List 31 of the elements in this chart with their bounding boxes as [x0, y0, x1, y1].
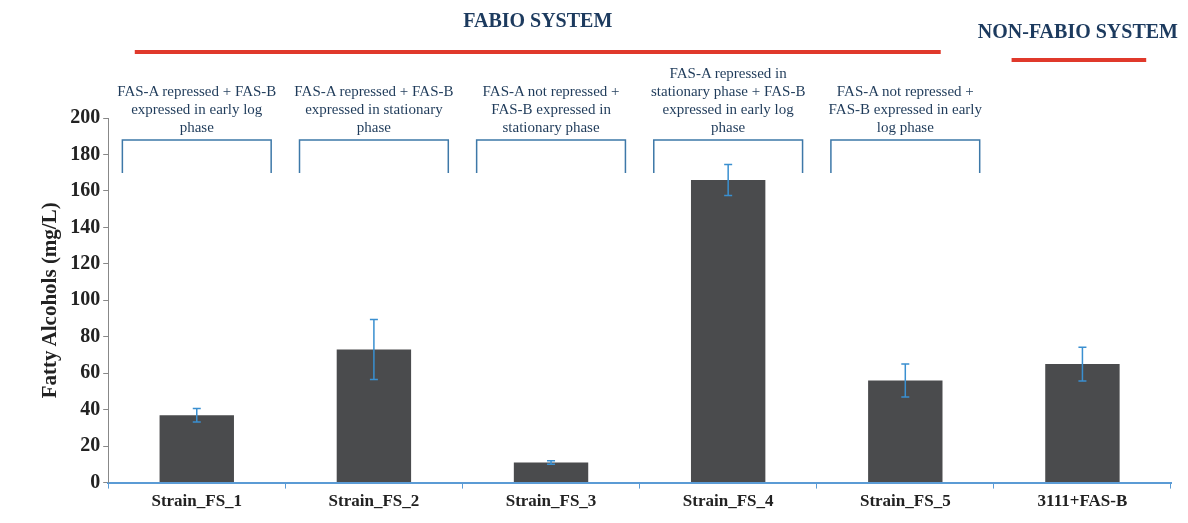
y-tick-label: 0 [90, 469, 101, 492]
x-tick-label: Strain_FS_4 [682, 491, 774, 511]
y-tick-label: 140 [70, 214, 101, 237]
annotation: FAS-A not repressed + FAS-B expressed in stationary phase [482, 83, 620, 135]
annotation: FAS-A repressed + FAS-B expressed in early log phase [117, 83, 277, 135]
y-axis-title: Fatty Alcohols (mg/L) [37, 202, 62, 399]
y-tick-label: 100 [70, 287, 101, 310]
bar [690, 179, 766, 483]
annotation: FAS-A not repressed + FAS-B expressed in early log phase [828, 83, 983, 135]
x-tick-label: Strain_FS_5 [859, 491, 951, 511]
y-tick-label: 60 [80, 360, 101, 383]
bar [1045, 364, 1120, 483]
y-tick-label: 40 [80, 396, 101, 419]
text: FABIO SYSTEM [463, 9, 613, 32]
text: NON-FABIO SYSTEM [977, 20, 1179, 43]
y-tick-label: 20 [80, 433, 101, 456]
bar [336, 349, 412, 483]
y-tick-label: 180 [70, 141, 101, 164]
x-tick-label: Strain_FS_1 [151, 491, 243, 511]
annotation: FAS-A repressed + FAS-B expressed in stationary phase [294, 83, 454, 135]
y-tick-label: 200 [70, 105, 101, 128]
bar [159, 415, 234, 483]
x-tick-label: Strain_FS_3 [505, 491, 597, 511]
bar [513, 462, 589, 483]
bar [868, 380, 943, 483]
y-tick-label: 120 [70, 251, 101, 274]
y-tick-label: 80 [80, 323, 101, 346]
y-tick-label: 160 [70, 178, 101, 201]
x-tick-label: 3111+FAS-B [1037, 491, 1128, 511]
annotation: FAS-A repressed in stationary phase + FAS-B expressed in early log phase [650, 65, 806, 135]
x-tick-label: Strain_FS_2 [328, 491, 420, 511]
